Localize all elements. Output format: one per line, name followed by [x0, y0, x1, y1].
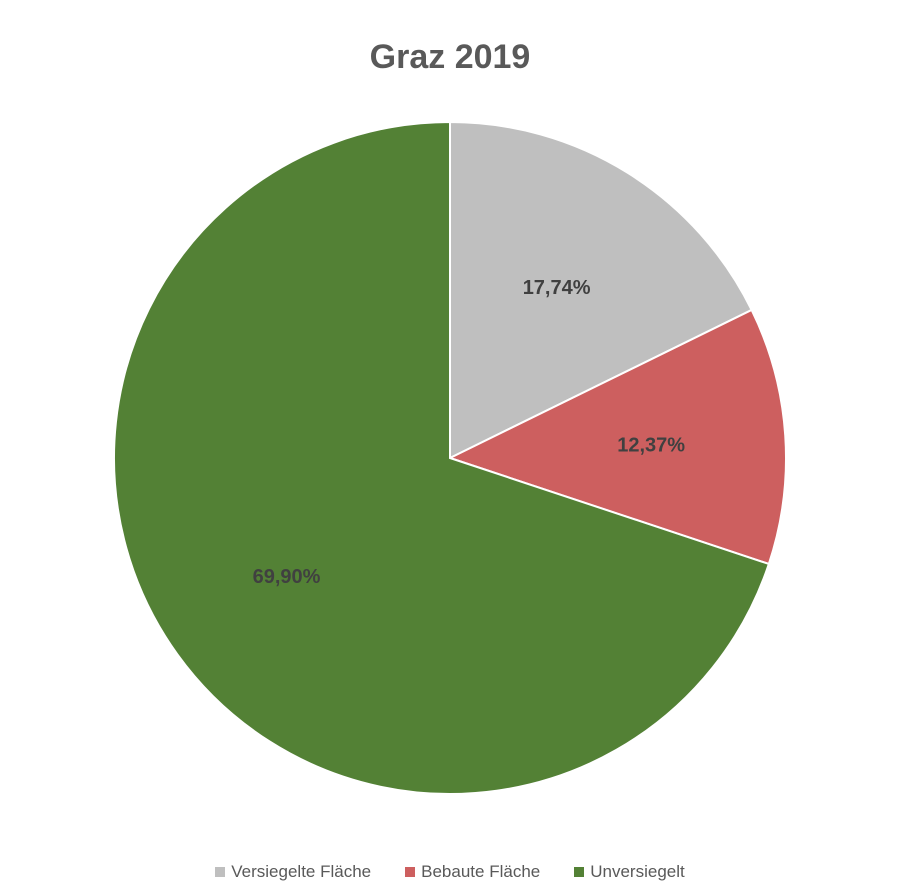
- legend-item-versiegelte-flaeche: Versiegelte Fläche: [215, 862, 371, 882]
- pie-data-label-1: 12,37%: [617, 434, 685, 456]
- legend-swatch: [215, 867, 226, 877]
- legend-label: Unversiegelt: [590, 862, 685, 881]
- pie-slice-1: [447, 308, 787, 566]
- pie-data-label-2: 69,90%: [253, 566, 321, 588]
- legend-label: Versiegelte Fläche: [231, 862, 372, 881]
- legend-swatch: [574, 867, 585, 877]
- pie-slice-2: [113, 120, 771, 795]
- pie-chart: 17,74% 12,37% 69,90%: [113, 120, 787, 795]
- chart-title: Graz 2019: [369, 38, 531, 76]
- pie-data-labels: 17,74% 12,37% 69,90%: [253, 277, 686, 588]
- legend-label: Bebaute Fläche: [421, 862, 541, 881]
- legend-swatch: [405, 867, 416, 877]
- pie-slice-0: [449, 120, 753, 460]
- legend-item-bebaute-flaeche: Bebaute Fläche: [405, 862, 540, 882]
- pie-data-label-0: 17,74%: [523, 277, 591, 299]
- legend-item-unversiegelt: Unversiegelt: [574, 862, 685, 882]
- legend: Versiegelte Fläche Bebaute Fläche Unvers…: [0, 862, 900, 882]
- pie-slices: [113, 120, 787, 795]
